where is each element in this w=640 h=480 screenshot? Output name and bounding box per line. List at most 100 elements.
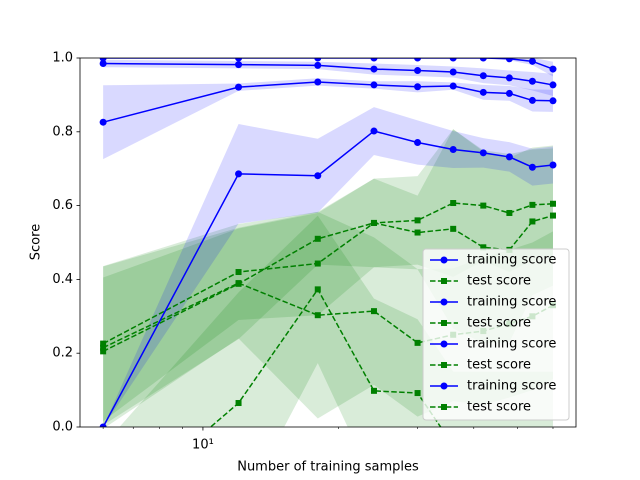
- point: [370, 65, 378, 73]
- point: [314, 286, 321, 293]
- point: [314, 260, 321, 267]
- point: [549, 97, 557, 105]
- point: [314, 58, 322, 62]
- point: [450, 200, 457, 207]
- series-line: [103, 58, 554, 70]
- y-axis-label: Score: [29, 224, 44, 260]
- y-tick-label: 0.8: [52, 124, 73, 139]
- point: [479, 88, 487, 96]
- point: [99, 423, 107, 427]
- point: [100, 344, 107, 351]
- point: [505, 153, 513, 161]
- point: [414, 58, 422, 62]
- legend-marker: [440, 382, 448, 390]
- point: [529, 201, 536, 208]
- legend-box: [422, 248, 570, 421]
- legend-marker: [440, 340, 448, 348]
- legend-marker: [441, 362, 447, 368]
- legend-label: training score: [467, 253, 556, 268]
- series-line: [102, 214, 554, 353]
- point: [235, 400, 242, 407]
- point: [528, 77, 536, 85]
- point: [549, 65, 557, 73]
- legend-label: training score: [467, 379, 556, 394]
- point: [449, 58, 457, 62]
- legend-label: test score: [467, 316, 531, 331]
- point: [370, 58, 378, 62]
- series-line: [102, 81, 554, 123]
- point: [314, 235, 321, 242]
- point: [505, 74, 513, 82]
- legend-marker: [441, 404, 447, 410]
- point: [99, 60, 107, 68]
- point: [414, 67, 422, 75]
- y-tick-label: 0.0: [52, 420, 73, 435]
- legend-marker: [440, 298, 448, 306]
- point: [479, 58, 487, 62]
- point: [414, 139, 422, 147]
- point: [479, 149, 487, 157]
- y-tick-label: 1.0: [52, 51, 73, 66]
- point: [370, 308, 377, 315]
- std-band: [103, 107, 553, 427]
- point: [100, 340, 107, 347]
- point: [235, 61, 243, 69]
- point: [370, 127, 378, 135]
- point: [314, 61, 322, 69]
- point: [505, 89, 513, 97]
- point: [235, 83, 243, 91]
- point: [414, 339, 421, 346]
- point: [549, 161, 557, 169]
- point: [529, 218, 536, 225]
- y-tick-label: 0.2: [52, 346, 73, 361]
- series-line: [102, 130, 554, 427]
- legend-label: test score: [467, 274, 531, 289]
- x-axis-label: Number of training samples: [237, 460, 419, 475]
- point: [314, 78, 322, 86]
- point: [449, 82, 457, 90]
- point: [506, 209, 513, 216]
- point: [450, 225, 457, 232]
- std-band: [103, 129, 553, 422]
- point: [414, 217, 421, 224]
- x-tick-label: 10¹: [192, 438, 214, 453]
- point: [479, 72, 487, 80]
- point: [414, 83, 422, 91]
- axes-frame: [79, 57, 577, 428]
- point: [480, 202, 487, 209]
- point: [505, 58, 513, 63]
- point: [370, 81, 378, 89]
- point: [235, 269, 242, 276]
- point: [99, 118, 107, 126]
- point: [480, 244, 487, 251]
- series-line: [102, 202, 554, 345]
- point: [370, 219, 377, 226]
- point: [314, 312, 321, 319]
- std-band: [103, 78, 553, 160]
- point: [100, 348, 107, 355]
- legend-marker: [441, 320, 447, 326]
- y-tick-label: 0.6: [52, 198, 73, 213]
- legend-label: test score: [467, 358, 531, 373]
- point: [235, 280, 242, 287]
- point: [235, 170, 243, 178]
- point: [528, 58, 536, 65]
- point: [314, 172, 322, 180]
- point: [549, 200, 556, 207]
- point: [528, 163, 536, 171]
- point: [549, 81, 557, 89]
- point: [449, 146, 457, 154]
- std-band: [103, 59, 553, 97]
- legend-label: training score: [467, 295, 556, 310]
- std-band: [103, 129, 553, 426]
- series-line: [103, 62, 554, 86]
- y-tick-label: 0.4: [52, 272, 73, 287]
- legend-label: training score: [467, 337, 556, 352]
- point: [449, 68, 457, 76]
- point: [528, 96, 536, 104]
- legend-label: test score: [467, 400, 531, 415]
- point: [414, 229, 421, 236]
- legend-marker: [441, 278, 447, 284]
- point: [549, 212, 556, 219]
